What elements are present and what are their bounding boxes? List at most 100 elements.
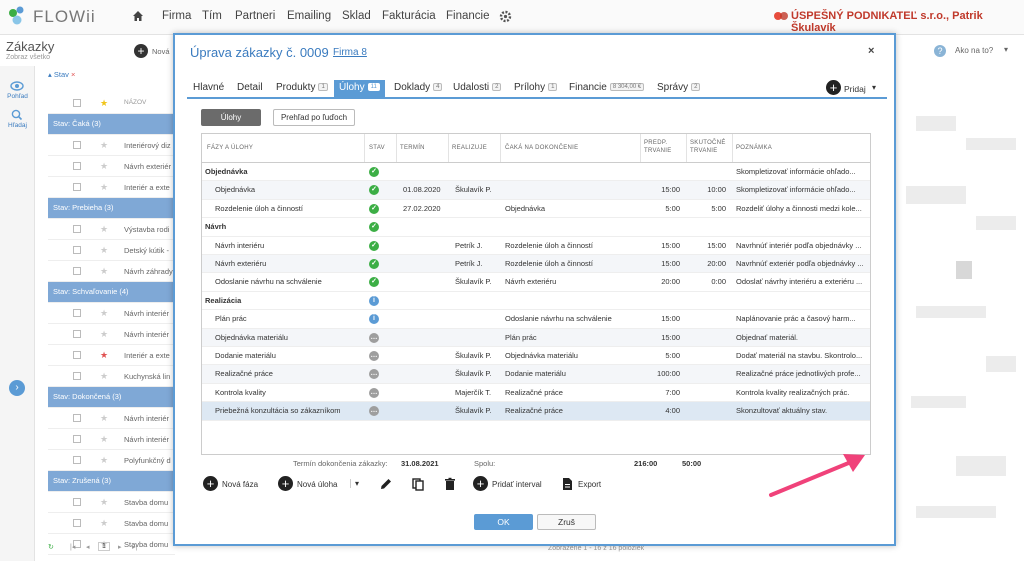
pencil-icon[interactable] xyxy=(379,477,393,491)
add-interval-icon[interactable]: + xyxy=(473,476,488,491)
row-checkbox[interactable] xyxy=(73,414,81,422)
list-item[interactable]: ★ Návrh interiér xyxy=(48,324,175,345)
last-page-icon[interactable]: ▸| xyxy=(132,544,138,551)
task-row[interactable]: Objednávka materiálu … Plán prác 15:00 Objed… xyxy=(202,328,870,347)
row-checkbox[interactable] xyxy=(73,330,81,338)
row-checkbox[interactable] xyxy=(73,246,81,254)
status-done-icon[interactable]: ✓ xyxy=(369,240,379,251)
sidebar-search-label[interactable]: Hľadaj xyxy=(8,122,27,129)
tab-spravy[interactable]: Správy 2 xyxy=(657,82,701,99)
chevron-down-icon[interactable]: ▾ xyxy=(350,479,359,488)
row-checkbox[interactable] xyxy=(73,456,81,464)
list-item[interactable]: ★ Návrh interiér xyxy=(48,429,175,450)
list-group-header[interactable]: Stav: Dokončená (3) xyxy=(48,387,175,408)
col-header-name[interactable]: NÁZOV xyxy=(124,99,147,106)
eye-icon[interactable] xyxy=(10,80,24,92)
status-done-icon[interactable]: ✓ xyxy=(369,259,379,269)
help-label[interactable]: Ako na to? xyxy=(955,46,994,55)
row-checkbox[interactable] xyxy=(73,351,81,359)
star-icon[interactable]: ★ xyxy=(100,455,109,465)
chevron-down-icon[interactable]: ▾ xyxy=(1004,45,1009,54)
star-icon[interactable]: ★ xyxy=(100,539,109,549)
list-item[interactable]: ★ Výstavba rodi xyxy=(48,219,175,240)
row-checkbox[interactable] xyxy=(73,435,81,443)
star-icon[interactable]: ★ xyxy=(100,140,109,150)
list-item[interactable]: ★ Stavba domu xyxy=(48,513,175,534)
list-group-header[interactable]: Stav: Prebieha (3) xyxy=(48,198,175,219)
tab-detail[interactable]: Detail xyxy=(237,82,263,99)
tab-doklady[interactable]: Doklady 4 xyxy=(394,82,443,99)
star-icon[interactable]: ★ xyxy=(100,224,109,234)
list-item[interactable]: ★ Detský kútik - xyxy=(48,240,175,261)
status-done-icon[interactable]: ✓ xyxy=(369,277,379,288)
star-icon[interactable]: ★ xyxy=(100,413,109,423)
add-button[interactable]: + xyxy=(826,80,841,95)
nav-fakturacia[interactable]: Fakturácia xyxy=(382,10,436,22)
close-icon[interactable]: × xyxy=(868,45,875,57)
select-all-checkbox[interactable] xyxy=(73,99,81,107)
star-icon[interactable]: ★ xyxy=(100,245,109,255)
export-file-icon[interactable] xyxy=(560,477,574,491)
list-item[interactable]: ★ Návrh záhrady xyxy=(48,261,175,282)
list-item[interactable]: ★ Návrh exteriér xyxy=(48,156,175,177)
task-row[interactable]: Plán prác i Odoslanie návrhu na schválenie… xyxy=(202,310,870,329)
tab-financie[interactable]: Financie 8 304,00 € xyxy=(569,82,645,99)
task-row[interactable]: Návrh exteriéru ✓ Petrík J. Rozdelenie úloh… xyxy=(202,255,870,274)
row-checkbox[interactable] xyxy=(73,540,81,548)
star-icon[interactable]: ★ xyxy=(100,329,109,339)
list-item[interactable]: ★ Interiérový diz xyxy=(48,135,175,156)
list-group-header[interactable]: Stav: Zrušená (3) xyxy=(48,471,175,492)
nav-financie[interactable]: Financie xyxy=(446,10,490,22)
add-phase-button[interactable]: Nová fáza xyxy=(222,480,259,489)
tab-udalosti[interactable]: Udalosti 2 xyxy=(453,82,502,99)
star-icon[interactable]: ★ xyxy=(100,350,109,360)
status-filter-chip[interactable]: ▴ Stav × xyxy=(48,70,76,79)
task-row[interactable]: Priebežná konzultácia so zákazníkom … Škul… xyxy=(202,402,870,421)
phase-row[interactable]: Návrh ✓ xyxy=(202,218,870,237)
nav-sklad[interactable]: Sklad xyxy=(342,10,371,22)
tab-prilohy[interactable]: Prílohy 1 xyxy=(514,82,558,99)
star-icon[interactable]: ★ xyxy=(100,308,109,318)
add-button-label[interactable]: Pridaj xyxy=(844,84,866,94)
col-header-status[interactable]: STAV xyxy=(369,145,385,151)
row-checkbox[interactable] xyxy=(73,183,81,191)
phase-row[interactable]: Objednávka ✓ Skompletizovať informácie ohľ… xyxy=(202,163,870,182)
status-pending-icon[interactable]: … xyxy=(369,351,379,361)
star-icon[interactable]: ★ xyxy=(100,497,109,507)
list-item[interactable]: ★ Stavba domu xyxy=(48,492,175,513)
task-row[interactable]: Návrh interiéru ✓ Petrík J. Rozdelenie úloh… xyxy=(202,237,870,255)
help-icon[interactable]: ? xyxy=(934,45,946,57)
export-button[interactable]: Export xyxy=(578,480,602,489)
add-task-icon[interactable]: + xyxy=(278,476,293,491)
row-checkbox[interactable] xyxy=(73,141,81,149)
tab-ulohy[interactable]: Úlohy 11 xyxy=(334,80,385,99)
trash-icon[interactable] xyxy=(443,477,457,491)
new-order-button[interactable]: + xyxy=(134,44,148,58)
status-done-icon[interactable]: ✓ xyxy=(369,167,379,177)
task-row[interactable]: Dodanie materiálu … Škulavík P. Objednávka … xyxy=(202,347,870,366)
list-item[interactable]: ★ Interiér a exte xyxy=(48,177,175,198)
task-row[interactable]: Odoslanie návrhu na schválenie ✓ Škulavík … xyxy=(202,273,870,292)
star-icon[interactable]: ★ xyxy=(100,161,109,171)
row-checkbox[interactable] xyxy=(73,162,81,170)
search-icon[interactable] xyxy=(10,109,24,121)
row-checkbox[interactable] xyxy=(73,309,81,317)
list-item[interactable]: ★ Interiér a exte xyxy=(48,345,175,366)
nav-emailing[interactable]: Emailing xyxy=(287,10,332,22)
prev-page-icon[interactable]: ◂ xyxy=(86,544,90,551)
star-icon[interactable]: ★ xyxy=(100,182,109,192)
status-pending-icon[interactable]: … xyxy=(369,406,379,417)
row-checkbox[interactable] xyxy=(73,267,81,275)
star-icon[interactable]: ★ xyxy=(100,434,109,444)
status-done-icon[interactable]: ✓ xyxy=(369,185,379,196)
task-row[interactable]: Kontrola kvality … Majerčík T. Realizačné p… xyxy=(202,384,870,403)
list-item[interactable]: ★ Polyfunkčný d xyxy=(48,450,175,471)
add-interval-button[interactable]: Pridať interval xyxy=(492,480,542,489)
list-item[interactable]: ★ Stavba domu xyxy=(48,534,175,555)
task-row[interactable]: Realizačné práce … Škulavík P. Dodanie mate… xyxy=(202,365,870,384)
list-group-header[interactable]: Stav: Čaká (3) xyxy=(48,114,175,135)
col-header-waits-for[interactable]: ČAKÁ NA DOKONČENIE xyxy=(505,145,579,151)
status-done-icon[interactable]: ✓ xyxy=(369,203,379,214)
tab-produkty[interactable]: Produkty 1 xyxy=(276,82,328,99)
col-header-planned[interactable]: PREDP. TRVANIE xyxy=(644,140,672,154)
